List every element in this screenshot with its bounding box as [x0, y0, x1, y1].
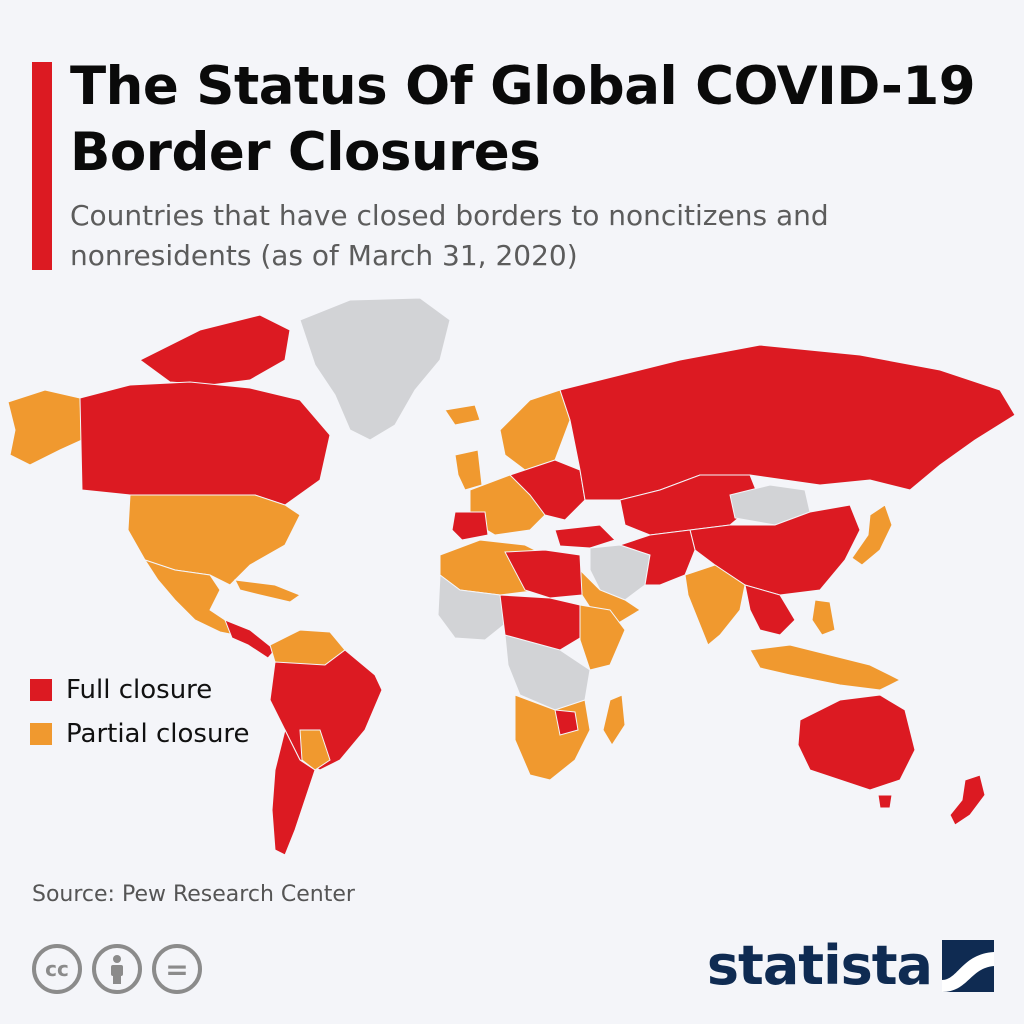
no-derivatives-icon[interactable]: =	[152, 944, 202, 994]
region-southeast-asia	[744, 584, 796, 636]
chart-subtitle: Countries that have closed borders to no…	[70, 199, 829, 272]
license-icons: cc =	[32, 944, 212, 994]
legend-item-partial: Partial closure	[30, 712, 250, 756]
region-philippines	[811, 599, 836, 636]
legend-swatch-full	[30, 679, 52, 701]
region-iceland	[444, 404, 481, 426]
region-turkey	[554, 524, 616, 549]
attribution-person-glyph	[111, 955, 123, 984]
region-canada-arctic	[139, 314, 291, 386]
legend: Full closure Partial closure	[30, 668, 250, 756]
region-alaska	[7, 389, 83, 466]
world-map	[7, 297, 1016, 856]
region-greenland	[299, 297, 451, 441]
source-note: Source: Pew Research Center	[32, 882, 355, 907]
creative-commons-label: cc	[45, 957, 69, 981]
region-british-isles	[454, 449, 483, 491]
legend-label-partial: Partial closure	[66, 719, 250, 749]
brand: statista	[707, 934, 994, 997]
region-caribbean	[234, 579, 302, 603]
region-libya-egypt	[504, 549, 583, 599]
region-new-zealand	[949, 774, 986, 826]
region-paraguay-uruguay	[299, 729, 331, 771]
region-zimbabwe	[554, 709, 579, 736]
region-eastern-europe	[509, 459, 586, 521]
chart-title: The Status Of Global COVID-19 Border Clo…	[70, 56, 976, 183]
attribution-icon[interactable]	[92, 944, 142, 994]
region-japan	[851, 504, 893, 566]
region-southern-cone	[271, 728, 316, 856]
region-west-africa	[437, 574, 511, 641]
creative-commons-icon[interactable]: cc	[32, 944, 82, 994]
statista-logo-icon	[942, 939, 994, 992]
region-scandinavia	[499, 389, 571, 471]
region-madagascar	[602, 694, 626, 746]
region-tasmania	[877, 794, 893, 809]
legend-label-full: Full closure	[66, 675, 213, 705]
region-russia	[559, 344, 1016, 501]
legend-item-full: Full closure	[30, 668, 250, 712]
region-central-america	[224, 619, 276, 659]
region-india	[684, 564, 746, 646]
accent-bar	[32, 62, 52, 270]
region-indonesia	[749, 644, 902, 691]
region-iberia	[451, 511, 489, 541]
region-australia	[797, 694, 916, 791]
region-canada	[79, 381, 331, 506]
legend-swatch-partial	[30, 723, 52, 745]
region-south-america	[269, 649, 383, 771]
region-east-africa	[579, 604, 626, 671]
no-derivatives-label: =	[165, 952, 189, 986]
brand-wordmark: statista	[706, 934, 933, 997]
